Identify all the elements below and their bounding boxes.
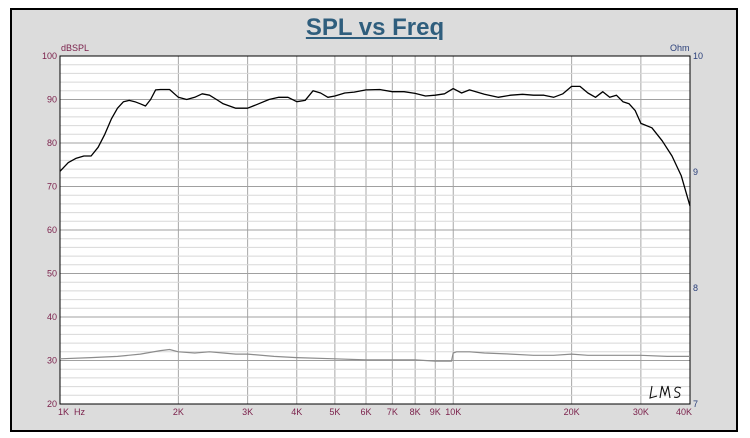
lms-watermark [649,385,682,399]
y-tick-label: 100 [42,51,57,61]
y-tick-label: 50 [47,269,57,279]
y-tick-label: 30 [47,356,57,366]
x-tick-label: 40K [676,407,692,417]
y-tick-label: 70 [47,182,57,192]
x-tick-label: 8K [410,407,421,417]
y-tick-label: 90 [47,95,57,105]
y-tick-label: 80 [47,138,57,148]
y-tick-label-right: 8 [693,283,698,293]
x-tick-label: 30K [633,407,649,417]
x-tick-label: 3K [242,407,253,417]
chart-title: SPL vs Freq [305,14,445,41]
grid-lines [60,56,690,404]
y-ticks-left: 20 30 40 50 60 70 80 90 100 [42,51,57,409]
x-tick-label: 5K [329,407,340,417]
impedance-series-line [59,348,690,362]
y-tick-label: 20 [47,399,57,409]
x-tick-label: 4K [291,407,302,417]
y-tick-label-right: 9 [693,167,698,177]
y-axis-label-left: dBSPL [61,43,89,53]
x-tick-label: 10K [445,407,461,417]
x-tick-label: 2K [173,407,184,417]
series-group [59,85,691,362]
x-ticks: 1K Hz 2K 3K 4K 5K 6K 7K 8K 9K 10K 20K 30K 40K [58,407,692,417]
y-ticks-right: 7 8 9 10 [693,51,703,409]
y-tick-label: 40 [47,312,57,322]
plot-border [59,55,691,405]
x-tick-label: 7K [387,407,398,417]
x-tick-label: 9K [430,407,441,417]
x-tick-label: 6K [360,407,371,417]
y-tick-label-right: 10 [693,51,703,61]
x-tick-label: 1K Hz [58,407,86,417]
x-tick-label: 20K [564,407,580,417]
y-axis-label-right: Ohm [670,43,690,53]
spl-series-line [59,85,691,207]
y-tick-label: 60 [47,225,57,235]
y-tick-label-right: 7 [693,399,698,409]
